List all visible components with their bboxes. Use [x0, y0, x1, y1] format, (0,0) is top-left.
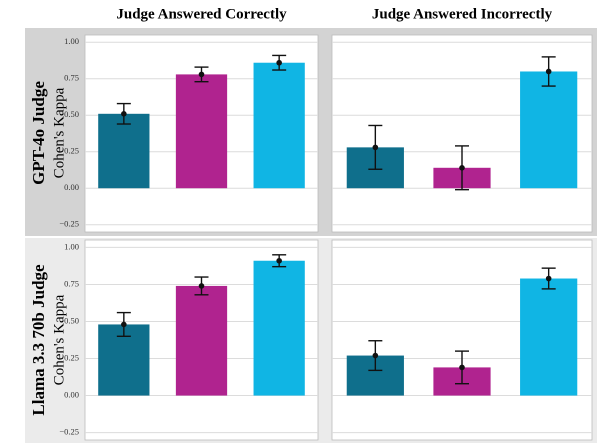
row-label: GPT-4o Judge [29, 81, 48, 185]
mean-dot [459, 164, 465, 171]
y-axis-label: Cohen's Kappa [51, 87, 67, 178]
bar [175, 285, 228, 396]
mean-dot [545, 275, 552, 282]
bar [253, 260, 305, 396]
y-tick-label: 1.00 [64, 241, 79, 251]
bar [98, 113, 150, 189]
column-title: Judge Answered Correctly [116, 6, 287, 22]
bar [520, 71, 578, 189]
mean-dot [198, 71, 205, 78]
bar [253, 62, 305, 189]
y-tick-label: 0.75 [64, 278, 79, 288]
column-title: Judge Answered Incorrectly [372, 6, 553, 22]
y-tick-label: 0.25 [64, 352, 79, 362]
mean-dot [276, 59, 282, 66]
y-tick-label: 1.00 [64, 36, 79, 46]
mean-dot [276, 257, 282, 264]
y-tick-label: 0.25 [64, 146, 79, 156]
mean-dot [459, 364, 465, 371]
y-tick-label: 0.75 [64, 73, 79, 83]
mean-dot [121, 111, 127, 117]
y-tick-label: −0.25 [59, 427, 79, 437]
row-label: Llama 3.3 70b Judge [29, 264, 48, 416]
y-tick-label: 0.00 [64, 390, 79, 400]
mean-dot [198, 283, 205, 289]
y-tick-label: 0.00 [64, 182, 79, 192]
bar [520, 278, 578, 396]
bar [175, 74, 228, 189]
mean-dot [545, 68, 552, 75]
y-tick-label: 0.50 [64, 109, 79, 119]
mean-dot [121, 321, 127, 328]
mean-dot [372, 352, 379, 359]
y-tick-label: 0.50 [64, 315, 79, 325]
y-axis-label: Cohen's Kappa [51, 294, 67, 385]
y-tick-label: −0.25 [59, 219, 79, 229]
mean-dot [372, 144, 379, 151]
